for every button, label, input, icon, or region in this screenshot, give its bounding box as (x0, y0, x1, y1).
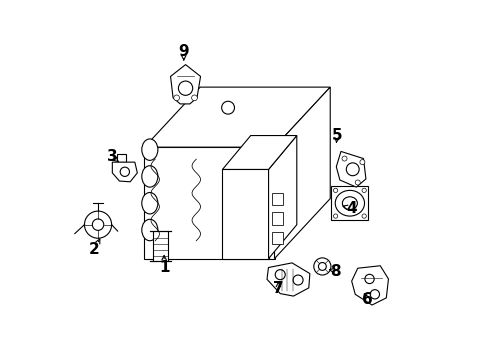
Polygon shape (222, 136, 296, 170)
Polygon shape (222, 170, 268, 258)
Circle shape (292, 275, 303, 285)
Bar (272, 212, 282, 225)
Circle shape (313, 258, 330, 275)
Circle shape (318, 262, 325, 270)
Circle shape (354, 180, 360, 185)
Bar (272, 232, 282, 244)
Polygon shape (112, 162, 137, 182)
Polygon shape (170, 64, 200, 104)
Polygon shape (336, 152, 365, 187)
Circle shape (191, 95, 197, 101)
Circle shape (341, 156, 346, 161)
Text: 4: 4 (346, 201, 356, 216)
Circle shape (364, 274, 373, 284)
Text: 3: 3 (107, 149, 118, 164)
Circle shape (120, 167, 129, 176)
Polygon shape (351, 266, 387, 305)
Circle shape (346, 163, 358, 176)
Circle shape (221, 101, 234, 114)
Circle shape (178, 81, 192, 95)
Ellipse shape (142, 139, 158, 160)
Circle shape (333, 188, 337, 193)
Bar (152, 231, 168, 261)
Ellipse shape (342, 197, 357, 210)
Bar (116, 154, 125, 162)
Circle shape (173, 95, 179, 101)
Text: 2: 2 (89, 242, 100, 257)
Polygon shape (268, 136, 296, 258)
Circle shape (275, 270, 285, 280)
Polygon shape (144, 87, 329, 147)
Bar (331, 186, 367, 220)
Polygon shape (266, 263, 309, 296)
Text: 9: 9 (178, 44, 189, 59)
Ellipse shape (142, 166, 158, 187)
Text: 8: 8 (329, 264, 340, 279)
Circle shape (361, 214, 366, 218)
Polygon shape (144, 147, 274, 258)
Circle shape (359, 159, 364, 165)
Text: 6: 6 (362, 292, 372, 307)
Text: 5: 5 (331, 128, 342, 143)
Ellipse shape (142, 193, 158, 214)
Text: 7: 7 (273, 282, 283, 296)
Ellipse shape (335, 190, 364, 216)
Text: 1: 1 (159, 260, 169, 275)
Bar (272, 193, 282, 205)
Polygon shape (274, 87, 329, 258)
Circle shape (361, 188, 366, 193)
Circle shape (333, 214, 337, 218)
Circle shape (369, 290, 379, 299)
Circle shape (84, 211, 111, 238)
Circle shape (92, 219, 103, 230)
Ellipse shape (142, 219, 158, 241)
Circle shape (244, 201, 252, 210)
